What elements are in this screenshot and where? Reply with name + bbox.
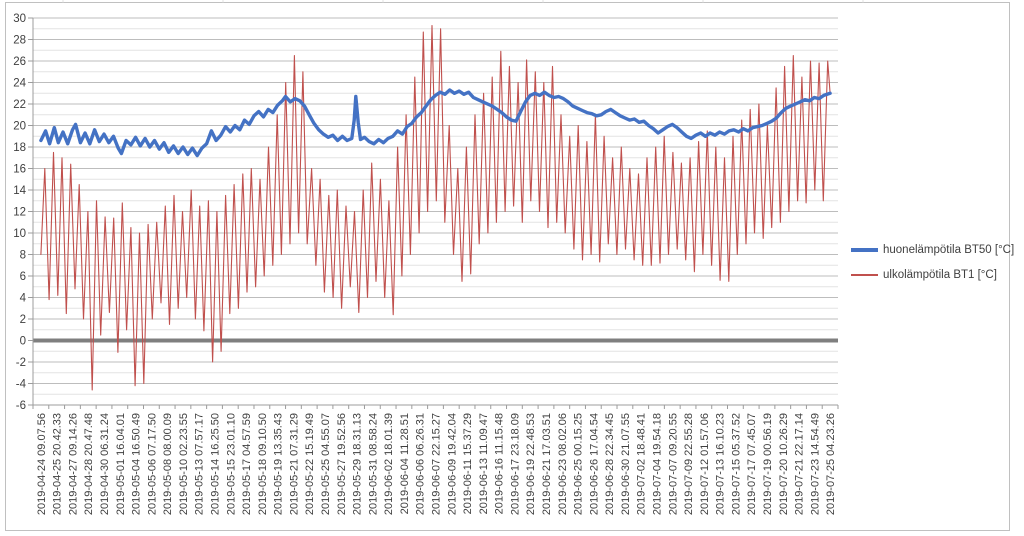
svg-text:2019-05-25 04.55.07: 2019-05-25 04.55.07 — [320, 413, 332, 515]
svg-text:2019-06-11 15.37.29: 2019-06-11 15.37.29 — [462, 413, 474, 514]
svg-text:20: 20 — [13, 121, 26, 133]
svg-text:2019-07-02 18.48.41: 2019-07-02 18.48.41 — [636, 413, 648, 515]
svg-text:2019-07-13 16.10.23: 2019-07-13 16.10.23 — [715, 413, 727, 515]
svg-text:2019-07-09 22.55.28: 2019-07-09 22.55.28 — [683, 413, 695, 515]
svg-text:2019-06-21 17.03.51: 2019-06-21 17.03.51 — [541, 413, 553, 515]
svg-text:2019-07-20 10.26.29: 2019-07-20 10.26.29 — [778, 413, 790, 515]
red-line-swatch — [851, 274, 878, 276]
svg-text:2019-05-01 16.04.01: 2019-05-01 16.04.01 — [115, 413, 127, 515]
svg-text:2019-05-29 18.31.13: 2019-05-29 18.31.13 — [352, 413, 364, 515]
svg-text:28: 28 — [13, 35, 26, 47]
x-axis-labels: 2019-04-24 09.07.56 2019-04-25 20.42.33 20… — [36, 413, 837, 515]
svg-text:2019-05-10 02.23.55: 2019-05-10 02.23.55 — [178, 413, 190, 515]
svg-text:2019-05-06 07.17.50: 2019-05-06 07.17.50 — [146, 413, 158, 515]
series-ulkolampotila — [40, 24, 831, 391]
legend-item-huonelampotila[interactable]: huonelämpötila BT50 [°C] — [851, 244, 1014, 256]
svg-text:2019-06-13 11.09.47: 2019-06-13 11.09.47 — [478, 413, 490, 514]
svg-text:2019-06-02 18.01.39: 2019-06-02 18.01.39 — [383, 413, 395, 515]
legend: huonelämpötila BT50 [°C] ulkolämpötila B… — [851, 244, 1014, 281]
svg-text:30: 30 — [13, 13, 26, 25]
legend-label: ulkolämpötila BT1 [°C] — [883, 269, 997, 281]
svg-text:2019-05-13 07.57.17: 2019-05-13 07.57.17 — [194, 413, 206, 515]
svg-text:2019-05-18 09.10.50: 2019-05-18 09.10.50 — [257, 413, 269, 515]
svg-text:2019-06-17 23.18.09: 2019-06-17 23.18.09 — [509, 413, 521, 515]
svg-text:2019-05-27 19.52.56: 2019-05-27 19.52.56 — [336, 413, 348, 515]
svg-text:2019-06-28 22.34.45: 2019-06-28 22.34.45 — [604, 413, 616, 515]
svg-text:2019-07-21 22.17.14: 2019-07-21 22.17.14 — [794, 413, 806, 515]
svg-text:2019-04-24 09.07.56: 2019-04-24 09.07.56 — [36, 413, 48, 515]
svg-text:24: 24 — [13, 78, 26, 90]
svg-text:2019-05-19 13.35.43: 2019-05-19 13.35.43 — [273, 413, 285, 515]
svg-text:26: 26 — [13, 56, 26, 68]
svg-text:-4: -4 — [16, 379, 27, 391]
svg-text:2019-07-12 01.57.06: 2019-07-12 01.57.06 — [699, 413, 711, 515]
svg-text:2019-04-27 09.14.26: 2019-04-27 09.14.26 — [67, 413, 79, 515]
svg-text:2019-04-25 20.42.33: 2019-04-25 20.42.33 — [52, 413, 64, 515]
svg-text:2019-05-31 08.58.24: 2019-05-31 08.58.24 — [367, 413, 379, 515]
svg-text:2019-06-16 11.15.48: 2019-06-16 11.15.48 — [494, 413, 506, 514]
svg-text:0: 0 — [20, 336, 26, 348]
svg-text:-6: -6 — [16, 400, 26, 412]
legend-label: huonelämpötila BT50 [°C] — [883, 244, 1015, 256]
svg-text:14: 14 — [13, 185, 26, 197]
svg-text:2019-06-06 06.26.31: 2019-06-06 06.26.31 — [415, 413, 427, 515]
svg-text:4: 4 — [20, 293, 27, 305]
svg-text:2019-05-22 15.19.49: 2019-05-22 15.19.49 — [304, 413, 316, 515]
svg-text:2019-07-07 09.20.55: 2019-07-07 09.20.55 — [667, 413, 679, 515]
svg-text:18: 18 — [13, 142, 26, 154]
svg-text:2019-06-23 08.02.06: 2019-06-23 08.02.06 — [557, 413, 569, 515]
axes — [28, 17, 839, 409]
svg-text:2019-07-15 05.37.52: 2019-07-15 05.37.52 — [730, 413, 742, 515]
svg-text:2019-04-28 20.47.48: 2019-04-28 20.47.48 — [83, 413, 95, 515]
svg-text:10: 10 — [13, 228, 26, 240]
svg-text:2019-05-15 23.01.10: 2019-05-15 23.01.10 — [225, 413, 237, 515]
svg-text:2019-05-08 08.00.09: 2019-05-08 08.00.09 — [162, 413, 174, 515]
svg-text:16: 16 — [13, 164, 26, 176]
svg-text:2019-05-17 04.57.59: 2019-05-17 04.57.59 — [241, 413, 253, 515]
blue-line-swatch — [851, 248, 878, 252]
svg-text:2019-05-21 07.31.29: 2019-05-21 07.31.29 — [288, 413, 300, 515]
svg-text:2019-06-09 19.42.04: 2019-06-09 19.42.04 — [446, 413, 458, 515]
chart-border — [5, 0, 1010, 531]
svg-text:12: 12 — [13, 207, 26, 219]
svg-text:2019-06-30 21.07.55: 2019-06-30 21.07.55 — [620, 413, 632, 515]
svg-text:2019-06-19 22.48.53: 2019-06-19 22.48.53 — [525, 413, 537, 515]
major-gridlines — [33, 17, 838, 406]
svg-text:2019-06-26 17.04.54: 2019-06-26 17.04.54 — [588, 413, 600, 515]
svg-text:2019-07-19 00.56.19: 2019-07-19 00.56.19 — [762, 413, 774, 515]
svg-text:2019-05-04 16.50.49: 2019-05-04 16.50.49 — [131, 413, 143, 515]
svg-text:8: 8 — [20, 250, 26, 262]
svg-text:2019-06-07 22.15.27: 2019-06-07 22.15.27 — [431, 413, 443, 515]
svg-text:2: 2 — [20, 314, 26, 326]
svg-text:2019-06-04 11.28.51: 2019-06-04 11.28.51 — [399, 413, 411, 514]
svg-text:2019-05-14 16.25.50: 2019-05-14 16.25.50 — [210, 413, 222, 515]
svg-text:-2: -2 — [16, 357, 26, 369]
svg-text:2019-07-23 14.54.49: 2019-07-23 14.54.49 — [809, 413, 821, 515]
svg-text:2019-04-30 06.31.24: 2019-04-30 06.31.24 — [99, 413, 111, 515]
legend-item-ulkolampotila[interactable]: ulkolämpötila BT1 [°C] — [851, 269, 1014, 281]
svg-text:2019-06-25 00.15.25: 2019-06-25 00.15.25 — [573, 413, 585, 515]
svg-text:2019-07-04 19.54.18: 2019-07-04 19.54.18 — [651, 413, 663, 515]
svg-text:2019-07-17 07.45.07: 2019-07-17 07.45.07 — [746, 413, 758, 515]
svg-text:22: 22 — [13, 99, 26, 111]
svg-text:6: 6 — [20, 271, 26, 283]
svg-text:2019-07-25 04.23.26: 2019-07-25 04.23.26 — [825, 413, 837, 515]
series-huonelampotila — [39, 88, 832, 158]
